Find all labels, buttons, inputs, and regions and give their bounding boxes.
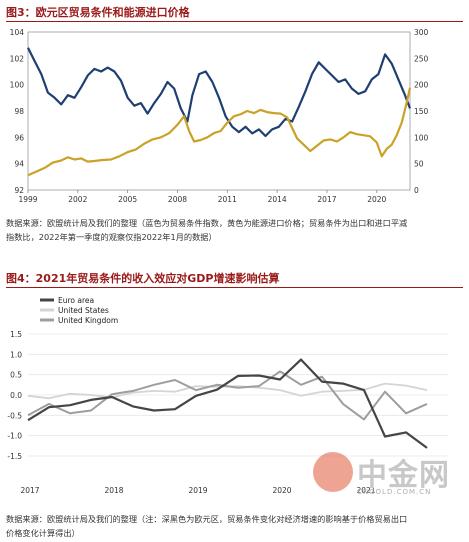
figure-4-title-prefix: 图4： [6,272,36,285]
x-tick-label: 2011 [218,195,237,204]
figure-4-title-text: 2021年贸易条件的收入效应对GDP增速影响估算 [35,272,280,285]
y-tick-label: -1.0 [7,432,22,441]
figure-3-note-line-2: 指数比，2022年第一季度的观察仅指2022年1月的数据） [6,232,217,242]
y-right-tick-label: 250 [414,54,429,63]
x-tick-label: 2017 [20,486,39,495]
watermark-logo-text: 中金网 [357,458,450,493]
watermark-site-text: CNGOLD.COM.CN [357,488,432,496]
y-right-tick-label: 150 [414,107,429,116]
legend-label: United States [58,306,109,315]
figure-3-note-line-1: 数据来源：欧盟统计局及我们的整理（蓝色为贸易条件指数，黄色为能源进口价格；贸易条… [6,218,408,228]
x-tick-label: 1999 [18,195,37,204]
y-right-tick-label: 0 [414,186,419,195]
y-tick-label: -1.5 [7,452,22,461]
energy-import-price-line [27,87,412,177]
figure-4-note-line-2: 价格变化计算得出） [6,528,80,538]
x-tick-label: 2002 [68,195,87,204]
terms-of-trade-line [27,47,412,138]
y-tick-label: 1.0 [10,350,22,359]
figure-4-note: 数据来源：欧盟统计局及我们的整理（注：深黑色为欧元区，贸易条件变化对经济增速的影… [6,512,462,540]
x-tick-label: 2019 [188,486,207,495]
figure-4-note-line-1: 数据来源：欧盟统计局及我们的整理（注：深黑色为欧元区，贸易条件变化对经济增速的影… [6,514,408,524]
x-tick-label: 2014 [268,195,287,204]
y-tick-label: 0.5 [10,371,22,380]
figure-3-title-rule [6,21,463,22]
y-left-tick-label: 98 [14,107,24,116]
y-right-tick-label: 50 [414,160,424,169]
y-right-tick-label: 100 [414,133,429,142]
y-right-tick-label: 200 [414,81,429,90]
x-tick-label: 2008 [168,195,187,204]
series-line-united-kingdom [27,370,428,421]
y-left-tick-label: 102 [10,54,25,63]
x-tick-label: 2018 [104,486,123,495]
figure-4-title-rule [6,287,463,288]
x-tick-label: 2017 [317,195,336,204]
y-left-tick-label: 92 [14,186,24,195]
figure-3-title: 图3：欧元区贸易条件和能源进口价格 [6,4,190,20]
y-left-tick-label: 100 [10,81,25,90]
figure-3-note: 数据来源：欧盟统计局及我们的整理（蓝色为贸易条件指数，黄色为能源进口价格；贸易条… [6,216,462,244]
y-left-tick-label: 104 [10,28,25,37]
y-left-tick-label: 94 [14,160,24,169]
y-left-tick-label: 96 [14,133,24,142]
x-tick-label: 2020 [272,486,291,495]
x-tick-label: 2021 [356,486,375,495]
series-line-euro-area [27,358,428,449]
figure-4-title: 图4：2021年贸易条件的收入效应对GDP增速影响估算 [6,270,280,286]
figure-3-title-text: 欧元区贸易条件和能源进口价格 [35,6,190,19]
figure-3-title-prefix: 图3： [6,6,36,19]
y-tick-label: -0.5 [7,411,22,420]
x-tick-label: 2020 [367,195,386,204]
legend-label: Euro area [58,296,94,305]
y-right-tick-label: 300 [414,28,429,37]
x-tick-label: 2005 [118,195,137,204]
y-tick-label: 0.0 [10,391,22,400]
legend-label: United Kingdom [58,316,118,325]
y-tick-label: 1.5 [10,330,22,339]
figure-3-chart: 92 94 96 98 100 102 104 0 50 100 150 200 250 300 1999 2… [10,28,429,204]
watermark: 中金网 CNGOLD.COM.CN [313,448,463,508]
figure-4-chart: 1.5 1.0 0.5 0.0 -0.5 -1.0 -1.5 2017 2018 2019 2020… [7,296,448,495]
plot-frame [27,31,411,191]
watermark-logo-icon [313,452,353,492]
